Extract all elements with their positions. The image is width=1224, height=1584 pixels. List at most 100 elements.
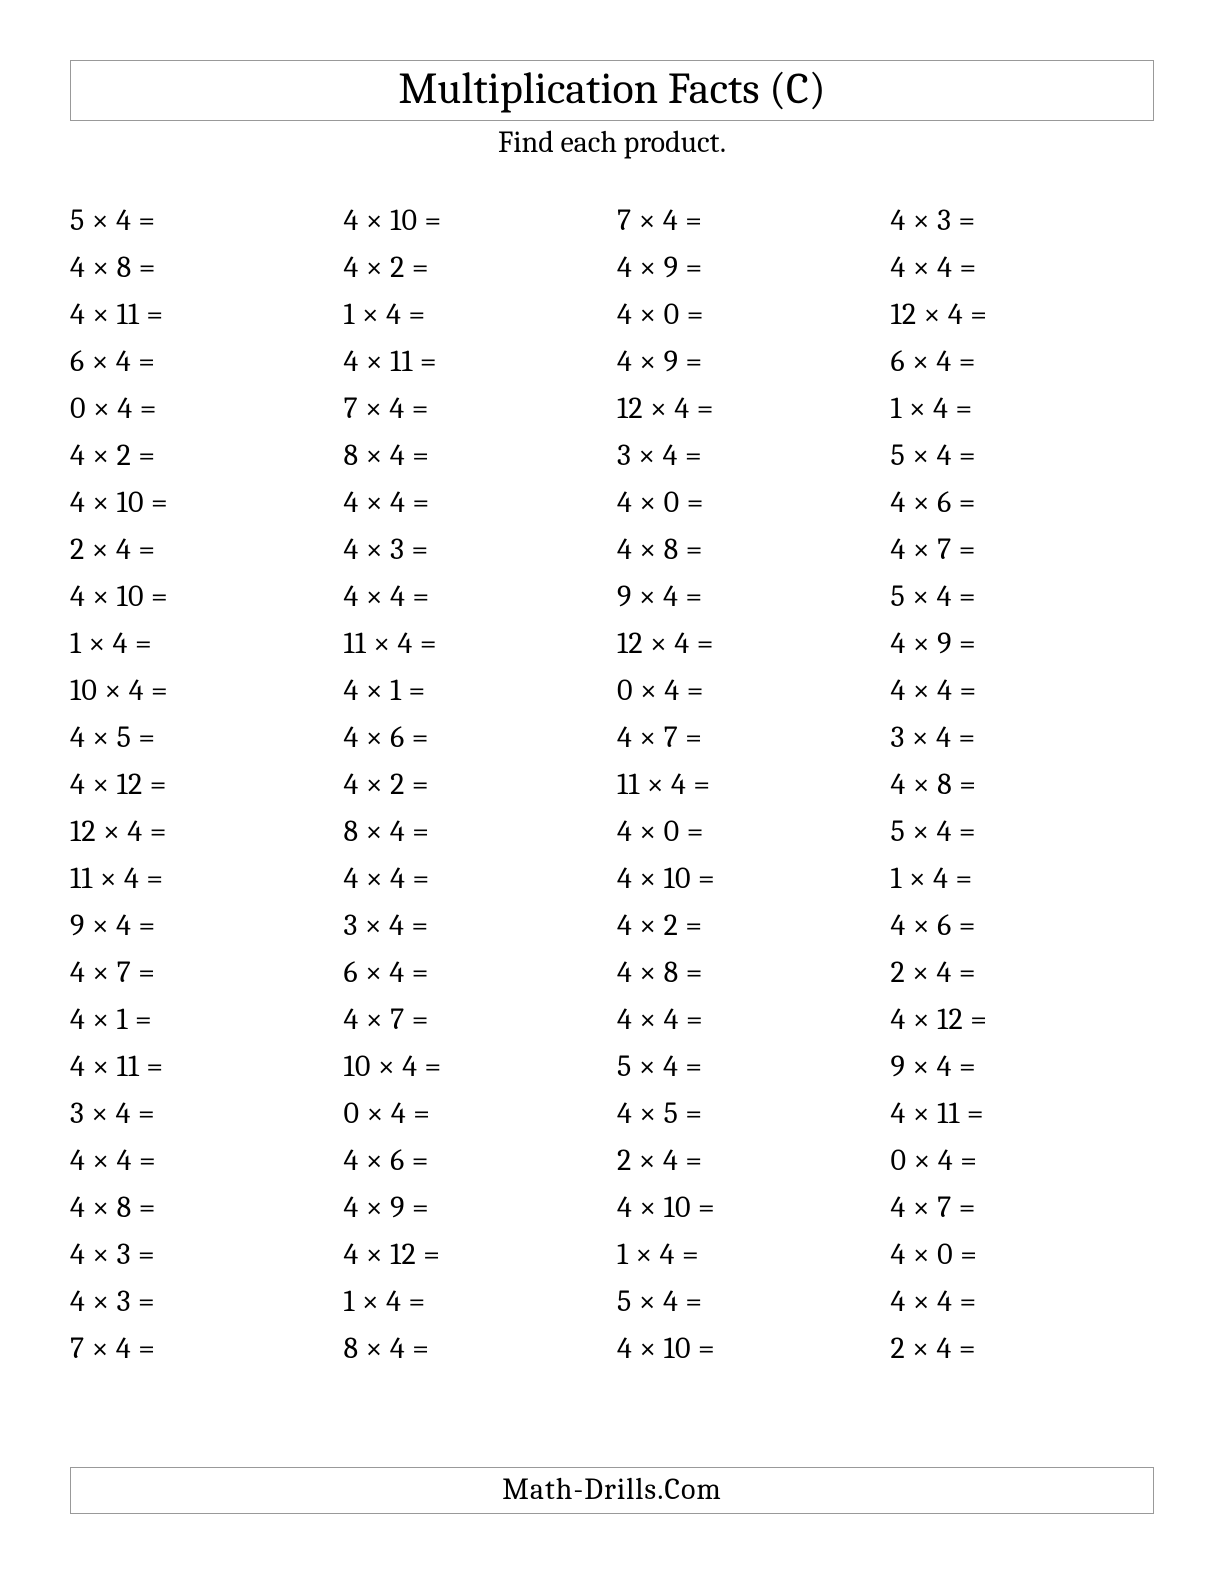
problem-cell: 7 × 4 = xyxy=(617,198,881,245)
problem-cell: 1 × 4 = xyxy=(891,856,1155,903)
problem-cell: 4 × 10 = xyxy=(70,480,334,527)
problem-cell: 1 × 4 = xyxy=(70,621,334,668)
problem-cell: 9 × 4 = xyxy=(70,903,334,950)
page-title: Multiplication Facts (C) xyxy=(71,63,1153,116)
problem-cell: 4 × 12 = xyxy=(891,997,1155,1044)
problem-cell: 4 × 4 = xyxy=(891,668,1155,715)
problem-cell: 4 × 10 = xyxy=(70,574,334,621)
problem-cell: 4 × 1 = xyxy=(344,668,608,715)
problem-cell: 4 × 1 = xyxy=(70,997,334,1044)
problem-cell: 4 × 4 = xyxy=(344,856,608,903)
problem-cell: 7 × 4 = xyxy=(344,386,608,433)
problem-cell: 5 × 4 = xyxy=(891,574,1155,621)
problem-cell: 6 × 4 = xyxy=(891,339,1155,386)
problem-cell: 4 × 2 = xyxy=(344,245,608,292)
problem-cell: 4 × 12 = xyxy=(70,762,334,809)
problem-cell: 4 × 4 = xyxy=(891,245,1155,292)
problem-cell: 4 × 9 = xyxy=(617,245,881,292)
problem-cell: 4 × 8 = xyxy=(70,1185,334,1232)
problem-cell: 9 × 4 = xyxy=(891,1044,1155,1091)
problem-cell: 4 × 11 = xyxy=(344,339,608,386)
problem-cell: 8 × 4 = xyxy=(344,809,608,856)
problem-cell: 12 × 4 = xyxy=(617,386,881,433)
problem-cell: 4 × 12 = xyxy=(344,1232,608,1279)
problem-cell: 4 × 3 = xyxy=(891,198,1155,245)
problem-cell: 4 × 8 = xyxy=(70,245,334,292)
problem-cell: 12 × 4 = xyxy=(891,292,1155,339)
problems-grid: 5 × 4 =4 × 10 =7 × 4 =4 × 3 =4 × 8 =4 × … xyxy=(70,198,1154,1373)
problem-cell: 11 × 4 = xyxy=(617,762,881,809)
problem-cell: 4 × 4 = xyxy=(70,1138,334,1185)
problem-cell: 3 × 4 = xyxy=(891,715,1155,762)
problem-cell: 4 × 3 = xyxy=(70,1232,334,1279)
problem-cell: 4 × 7 = xyxy=(344,997,608,1044)
problem-cell: 4 × 5 = xyxy=(70,715,334,762)
problem-cell: 4 × 4 = xyxy=(344,480,608,527)
problem-cell: 0 × 4 = xyxy=(891,1138,1155,1185)
problem-cell: 1 × 4 = xyxy=(344,292,608,339)
problem-cell: 3 × 4 = xyxy=(617,433,881,480)
problem-cell: 4 × 0 = xyxy=(891,1232,1155,1279)
problem-cell: 4 × 4 = xyxy=(617,997,881,1044)
problem-cell: 4 × 10 = xyxy=(344,198,608,245)
problem-cell: 10 × 4 = xyxy=(70,668,334,715)
problem-cell: 2 × 4 = xyxy=(891,950,1155,997)
problem-cell: 4 × 9 = xyxy=(891,621,1155,668)
problem-cell: 4 × 9 = xyxy=(344,1185,608,1232)
problem-cell: 12 × 4 = xyxy=(617,621,881,668)
problem-cell: 4 × 10 = xyxy=(617,1326,881,1373)
problem-cell: 4 × 10 = xyxy=(617,1185,881,1232)
problem-cell: 4 × 7 = xyxy=(891,1185,1155,1232)
problem-cell: 4 × 11 = xyxy=(891,1091,1155,1138)
problem-cell: 0 × 4 = xyxy=(70,386,334,433)
problem-cell: 4 × 0 = xyxy=(617,809,881,856)
problem-cell: 4 × 7 = xyxy=(891,527,1155,574)
page-subtitle: Find each product. xyxy=(70,125,1154,160)
problem-cell: 11 × 4 = xyxy=(344,621,608,668)
problem-cell: 4 × 8 = xyxy=(617,950,881,997)
problem-cell: 5 × 4 = xyxy=(891,809,1155,856)
footer-text: Math-Drills.Com xyxy=(502,1472,721,1507)
problem-cell: 4 × 11 = xyxy=(70,1044,334,1091)
problem-cell: 8 × 4 = xyxy=(344,1326,608,1373)
problem-cell: 3 × 4 = xyxy=(344,903,608,950)
problem-cell: 4 × 8 = xyxy=(891,762,1155,809)
problem-cell: 0 × 4 = xyxy=(617,668,881,715)
problem-cell: 4 × 0 = xyxy=(617,480,881,527)
problem-cell: 4 × 4 = xyxy=(344,574,608,621)
problem-cell: 4 × 3 = xyxy=(344,527,608,574)
problem-cell: 4 × 6 = xyxy=(344,1138,608,1185)
problem-cell: 5 × 4 = xyxy=(617,1044,881,1091)
problem-cell: 8 × 4 = xyxy=(344,433,608,480)
problem-cell: 4 × 9 = xyxy=(617,339,881,386)
problem-cell: 12 × 4 = xyxy=(70,809,334,856)
problem-cell: 4 × 5 = xyxy=(617,1091,881,1138)
problem-cell: 10 × 4 = xyxy=(344,1044,608,1091)
problem-cell: 4 × 3 = xyxy=(70,1279,334,1326)
problem-cell: 4 × 2 = xyxy=(617,903,881,950)
problem-cell: 4 × 6 = xyxy=(891,480,1155,527)
title-container: Multiplication Facts (C) xyxy=(70,60,1154,121)
problem-cell: 5 × 4 = xyxy=(891,433,1155,480)
problem-cell: 7 × 4 = xyxy=(70,1326,334,1373)
problem-cell: 4 × 2 = xyxy=(70,433,334,480)
problem-cell: 4 × 6 = xyxy=(891,903,1155,950)
problem-cell: 2 × 4 = xyxy=(617,1138,881,1185)
footer-container: Math-Drills.Com xyxy=(70,1467,1154,1514)
problem-cell: 9 × 4 = xyxy=(617,574,881,621)
problem-cell: 1 × 4 = xyxy=(617,1232,881,1279)
problem-cell: 1 × 4 = xyxy=(344,1279,608,1326)
problem-cell: 4 × 7 = xyxy=(70,950,334,997)
problem-cell: 6 × 4 = xyxy=(70,339,334,386)
problem-cell: 2 × 4 = xyxy=(891,1326,1155,1373)
problem-cell: 4 × 7 = xyxy=(617,715,881,762)
problem-cell: 6 × 4 = xyxy=(344,950,608,997)
problem-cell: 4 × 8 = xyxy=(617,527,881,574)
problem-cell: 11 × 4 = xyxy=(70,856,334,903)
problem-cell: 4 × 4 = xyxy=(891,1279,1155,1326)
problem-cell: 2 × 4 = xyxy=(70,527,334,574)
worksheet-page: Multiplication Facts (C) Find each produ… xyxy=(0,0,1224,1584)
problem-cell: 5 × 4 = xyxy=(617,1279,881,1326)
problem-cell: 0 × 4 = xyxy=(344,1091,608,1138)
problem-cell: 4 × 11 = xyxy=(70,292,334,339)
